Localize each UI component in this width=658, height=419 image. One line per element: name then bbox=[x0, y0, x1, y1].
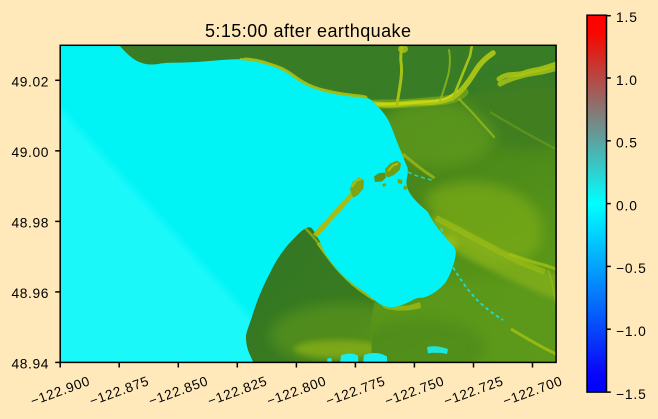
svg-text:1.0: 1.0 bbox=[616, 73, 638, 88]
svg-text:0.5: 0.5 bbox=[616, 136, 638, 151]
svg-text:0.0: 0.0 bbox=[616, 198, 638, 213]
svg-text:5:15:00 after earthquake: 5:15:00 after earthquake bbox=[205, 21, 411, 41]
svg-text:49.02: 49.02 bbox=[11, 75, 49, 90]
svg-text:48.98: 48.98 bbox=[11, 216, 49, 231]
svg-text:48.94: 48.94 bbox=[11, 357, 49, 372]
svg-text:48.96: 48.96 bbox=[11, 286, 49, 301]
svg-text:1.5: 1.5 bbox=[616, 10, 638, 25]
svg-text:−1.0: −1.0 bbox=[616, 324, 647, 339]
svg-text:49.00: 49.00 bbox=[11, 145, 49, 160]
svg-text:−1.5: −1.5 bbox=[616, 387, 647, 402]
svg-text:−0.5: −0.5 bbox=[616, 261, 647, 276]
